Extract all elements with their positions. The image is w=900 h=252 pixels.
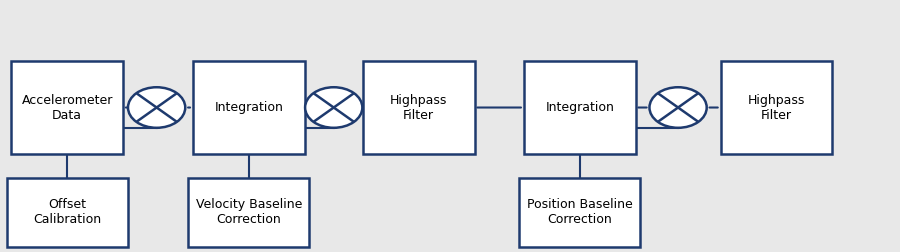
Text: Integration: Integration <box>545 101 614 114</box>
Ellipse shape <box>305 87 363 128</box>
FancyBboxPatch shape <box>363 61 474 154</box>
FancyBboxPatch shape <box>7 178 128 247</box>
FancyBboxPatch shape <box>519 178 640 247</box>
FancyBboxPatch shape <box>721 61 833 154</box>
Text: Highpass
Filter: Highpass Filter <box>748 93 806 121</box>
Text: Velocity Baseline
Correction: Velocity Baseline Correction <box>195 198 302 226</box>
Text: Highpass
Filter: Highpass Filter <box>390 93 447 121</box>
Ellipse shape <box>128 87 185 128</box>
FancyBboxPatch shape <box>193 61 305 154</box>
Text: Position Baseline
Correction: Position Baseline Correction <box>526 198 633 226</box>
FancyBboxPatch shape <box>524 61 635 154</box>
Ellipse shape <box>650 87 706 128</box>
Text: Accelerometer
Data: Accelerometer Data <box>22 93 112 121</box>
Text: Offset
Calibration: Offset Calibration <box>33 198 101 226</box>
FancyBboxPatch shape <box>188 178 309 247</box>
FancyBboxPatch shape <box>12 61 123 154</box>
Text: Integration: Integration <box>214 101 284 114</box>
